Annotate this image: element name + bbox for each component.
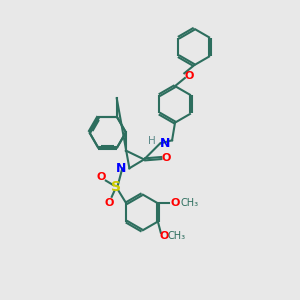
Text: O: O — [105, 198, 114, 208]
Text: H: H — [148, 136, 156, 146]
Text: O: O — [170, 198, 180, 208]
Text: O: O — [96, 172, 106, 182]
Text: CH₃: CH₃ — [168, 231, 186, 241]
Text: N: N — [160, 137, 171, 150]
Text: CH₃: CH₃ — [181, 198, 199, 208]
Text: O: O — [161, 153, 171, 163]
Text: O: O — [160, 231, 169, 241]
Text: O: O — [184, 71, 194, 81]
Text: N: N — [116, 162, 126, 175]
Text: S: S — [110, 180, 121, 194]
